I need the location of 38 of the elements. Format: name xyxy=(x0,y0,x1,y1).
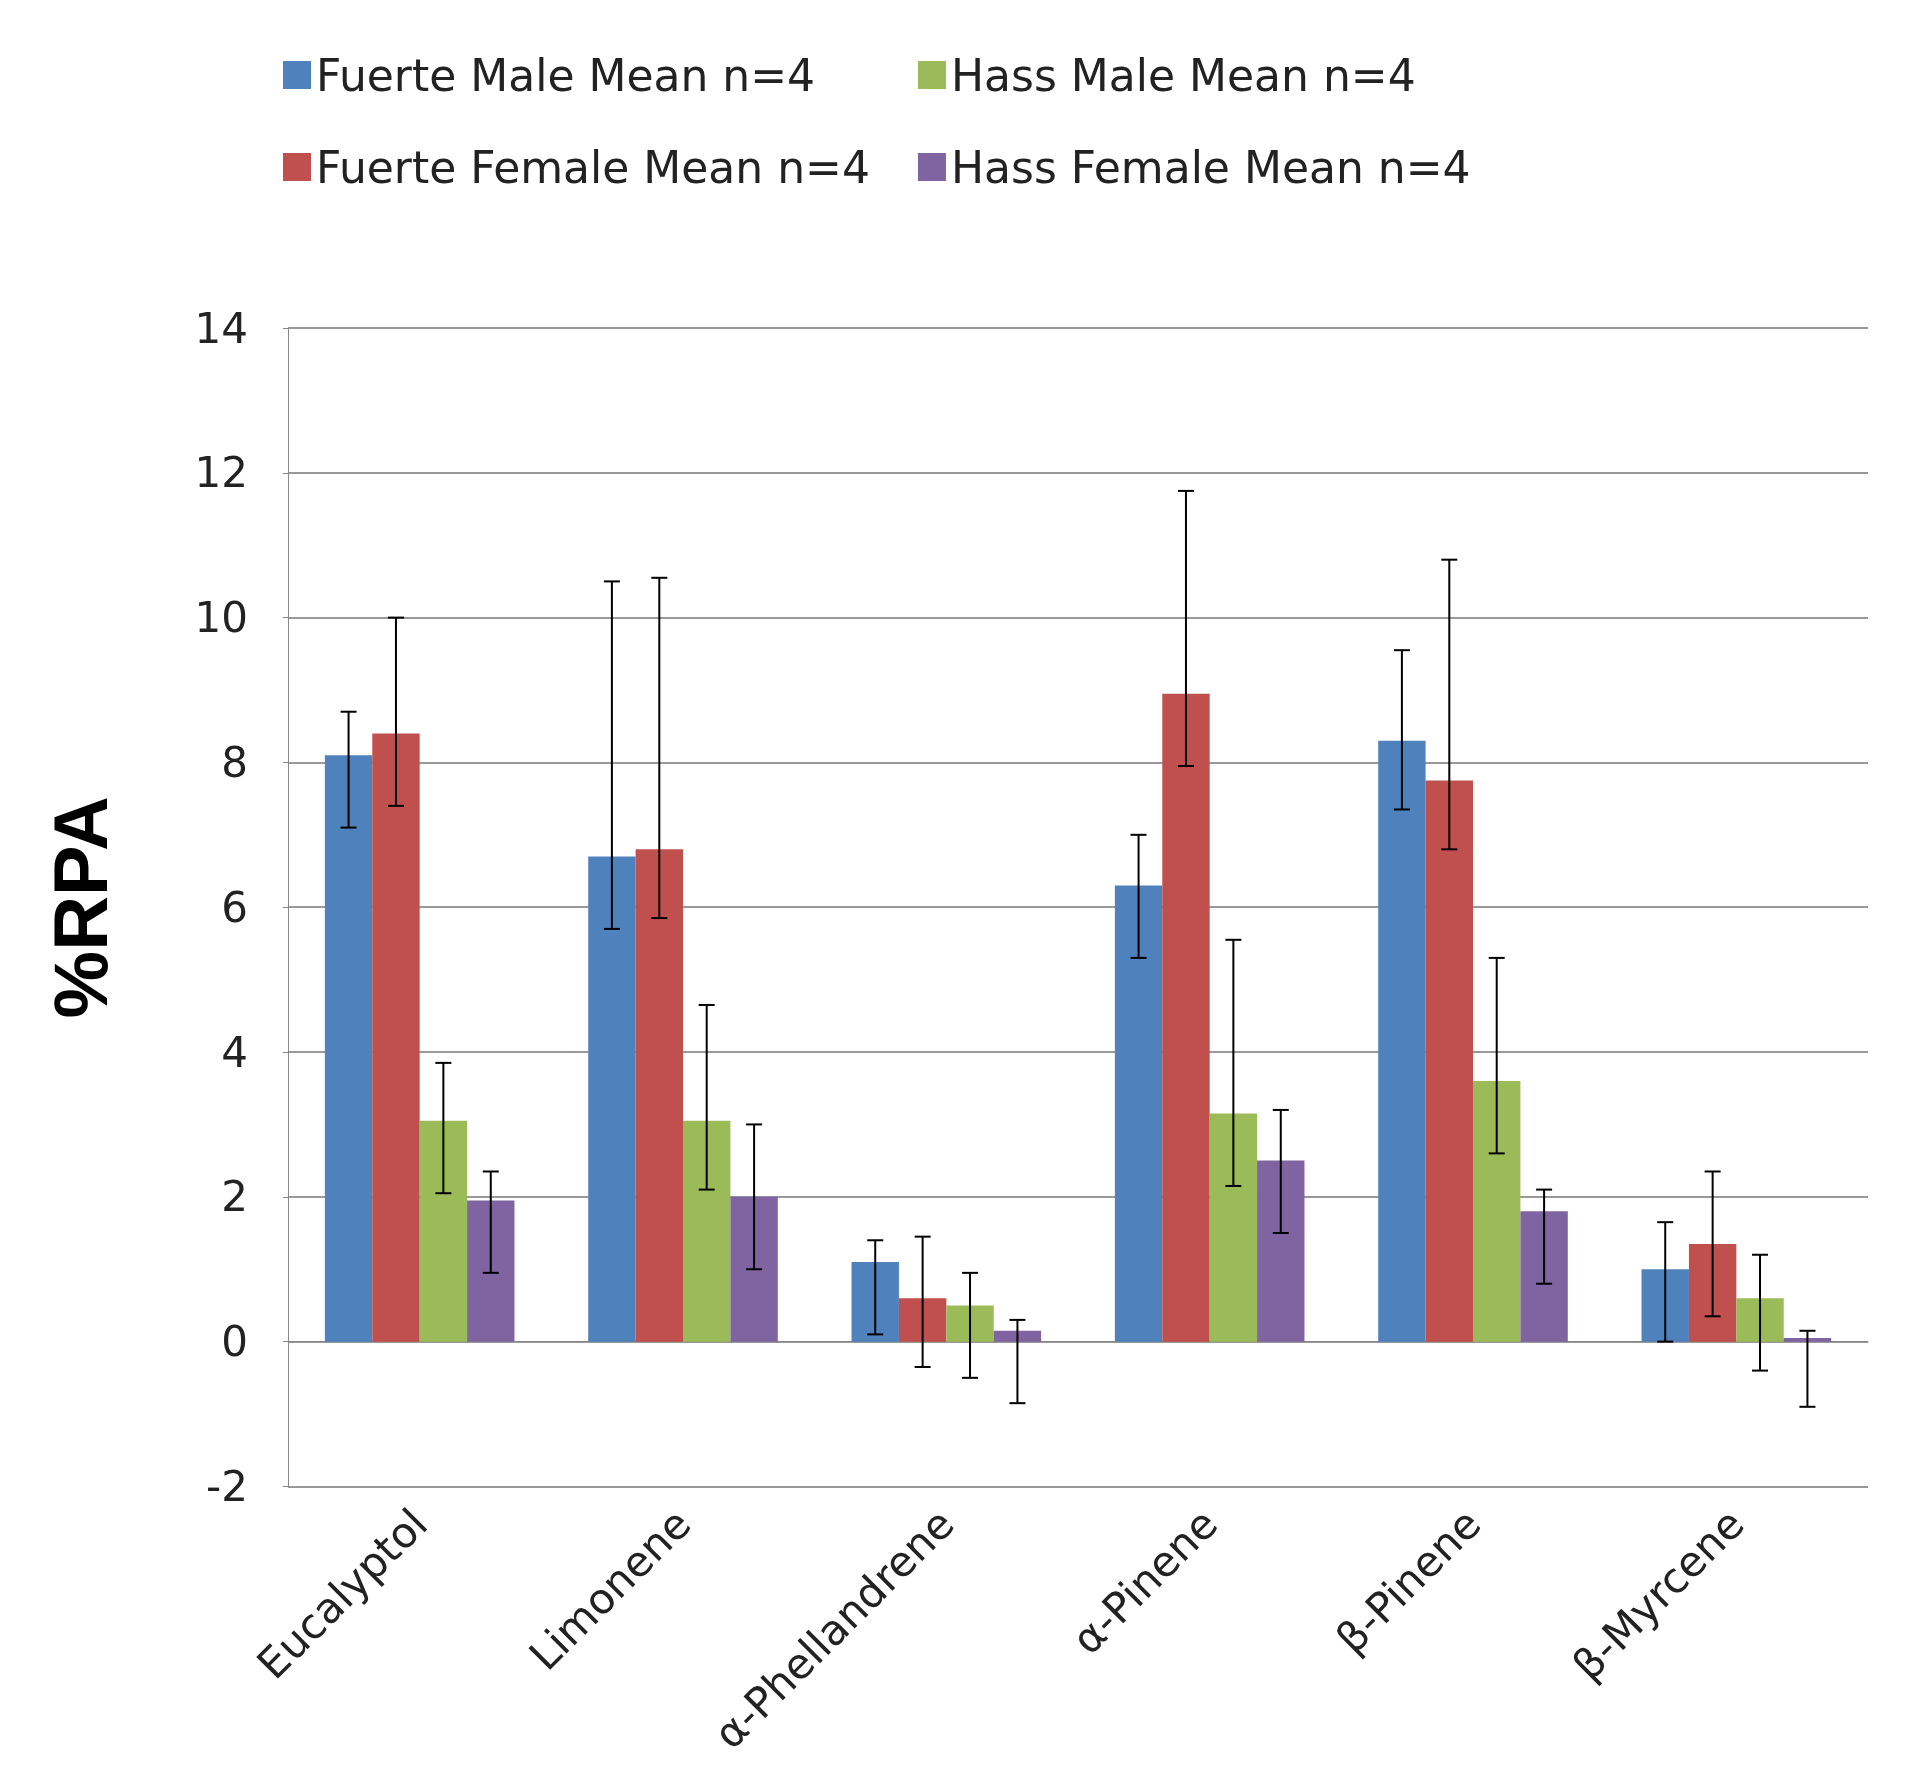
y-tick-label: -2 xyxy=(206,1461,248,1511)
bar xyxy=(1473,1080,1521,1342)
bar xyxy=(588,856,636,1342)
bar xyxy=(324,755,373,1342)
legend-label: Hass Female Mean n=4 xyxy=(950,141,1471,193)
bar xyxy=(1114,885,1163,1342)
y-tick-label: 2 xyxy=(221,1172,248,1222)
bar xyxy=(1378,740,1426,1342)
y-tick-label: 0 xyxy=(221,1317,248,1367)
y-tick-label: 12 xyxy=(194,448,248,498)
bar xyxy=(1783,1338,1832,1342)
bar xyxy=(898,1298,947,1342)
legend-label: Hass Male Mean n=4 xyxy=(950,49,1416,101)
bar xyxy=(419,1120,468,1342)
bar xyxy=(1209,1113,1258,1342)
bar xyxy=(683,1120,731,1342)
bar xyxy=(993,1330,1042,1342)
bar xyxy=(1688,1243,1737,1342)
bar xyxy=(730,1196,778,1342)
bar xyxy=(1162,693,1210,1342)
bar xyxy=(1425,780,1473,1342)
y-tick-label: 10 xyxy=(194,593,248,643)
y-tick-label: 6 xyxy=(221,882,248,932)
y-axis-title: %RPA xyxy=(37,796,123,1019)
legend-label: Fuerte Male Mean n=4 xyxy=(316,49,816,101)
y-tick-label: 8 xyxy=(221,737,248,787)
bar xyxy=(467,1200,515,1342)
y-tick-label: 14 xyxy=(194,303,248,353)
bar xyxy=(372,733,420,1342)
bar xyxy=(1736,1298,1784,1342)
bar xyxy=(1520,1211,1568,1342)
bar xyxy=(1257,1160,1305,1342)
bar xyxy=(946,1305,994,1342)
bar xyxy=(635,849,683,1342)
bar xyxy=(851,1261,899,1342)
bar xyxy=(1641,1269,1689,1342)
y-tick-label: 4 xyxy=(221,1027,248,1077)
legend-label: Fuerte Female Mean n=4 xyxy=(316,141,870,193)
